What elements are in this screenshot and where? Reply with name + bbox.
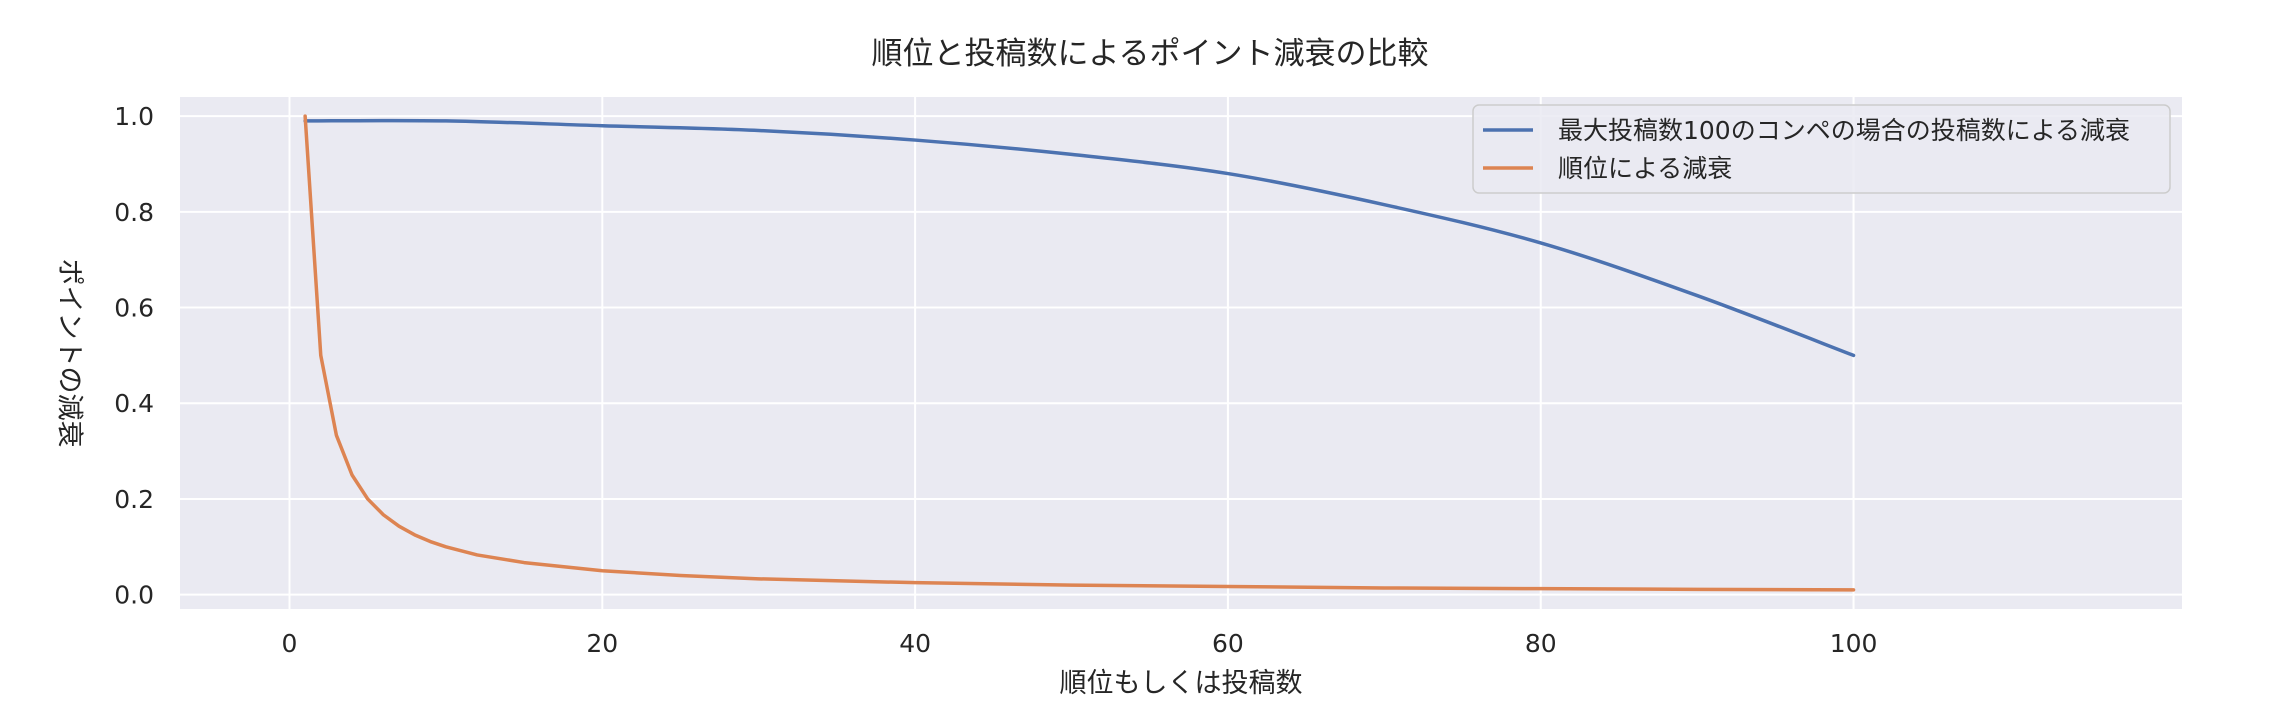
grid-lines bbox=[180, 97, 2182, 609]
tick-labels: 0 20 40 60 80 100 0.0 0.2 0.4 0.6 0.8 1.0 bbox=[114, 102, 1877, 658]
series-line-2 bbox=[303, 114, 1856, 592]
legend-box bbox=[1472, 104, 2171, 194]
x-tick-label: 40 bbox=[899, 629, 931, 658]
chart-title: 順位と投稿数によるポイント減衰の比較 bbox=[871, 36, 1428, 72]
legend: 最大投稿数100のコンペの場合の投稿数による減衰 順位による減衰 bbox=[1472, 104, 2171, 194]
series-line-1 bbox=[303, 118, 1856, 358]
y-tick-label: 0.4 bbox=[114, 389, 154, 418]
x-axis-label: 順位もしくは投稿数 bbox=[1060, 668, 1303, 699]
x-tick-label: 80 bbox=[1525, 629, 1557, 658]
y-axis-label: ポイントの減衰 bbox=[54, 259, 85, 448]
x-tick-label: 20 bbox=[586, 629, 618, 658]
y-tick-label: 0.6 bbox=[114, 294, 154, 323]
x-tick-label: 0 bbox=[282, 629, 298, 658]
y-tick-label: 0.0 bbox=[114, 581, 154, 610]
y-tick-label: 1.0 bbox=[114, 102, 154, 131]
x-tick-label: 60 bbox=[1212, 629, 1244, 658]
y-tick-label: 0.8 bbox=[114, 198, 154, 227]
y-tick-label: 0.2 bbox=[114, 485, 154, 514]
series-lines bbox=[303, 114, 1856, 592]
legend-label-series-2: 順位による減衰 bbox=[1558, 154, 1732, 183]
legend-label-series-1: 最大投稿数100のコンペの場合の投稿数による減衰 bbox=[1558, 116, 2130, 145]
x-tick-label: 100 bbox=[1830, 629, 1878, 658]
